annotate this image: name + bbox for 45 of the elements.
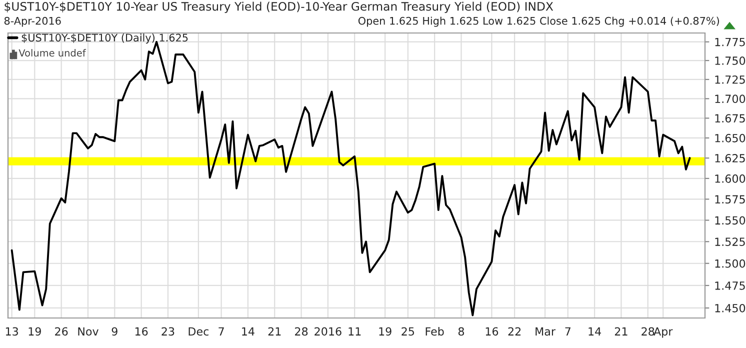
x-tick-label: 16 — [486, 327, 498, 336]
x-tick-label: 9 — [112, 327, 118, 336]
x-tick-label: 19 — [379, 327, 392, 336]
x-tick-label: Mar — [536, 327, 556, 336]
y-tick-label: 1.775 — [715, 38, 745, 46]
chart-title: $UST10Y-$DET10Y 10-Year US Treasury Yield (EOD)-10-Year German Treasury Yield (EOD) INDX — [4, 2, 554, 14]
y-tick-label: 1.750 — [715, 56, 746, 65]
annotation: Volume undef — [18, 49, 86, 57]
x-tick-label: 19 — [28, 327, 41, 336]
y-tick-label: 1.525 — [715, 238, 745, 246]
chart-subtitle: 8-Apr-2016 — [4, 16, 61, 27]
x-tick-label: 13 — [6, 327, 18, 336]
x-tick-label: 22 — [508, 327, 521, 336]
y-tick-label: 1.625 — [715, 154, 745, 162]
x-tick-label: 23 — [162, 327, 174, 336]
text: Open 1.625 High 1.625 Low 1.625 Close 1.625 Chg +0.014 (+0.87%) — [358, 16, 719, 27]
x-tick-label: 21 — [268, 327, 281, 336]
x-tick-label: 2016 — [314, 327, 342, 336]
x-tick-label: Dec — [188, 327, 208, 336]
x-tick-label: 8 — [458, 327, 464, 336]
x-tick-label: Feb — [426, 327, 444, 336]
x-tick-label: Apr — [654, 327, 673, 338]
x-tick-label: 7 — [218, 327, 224, 336]
x-tick-label: 25 — [402, 327, 414, 336]
x-tick-label: 14 — [588, 327, 601, 336]
x-tick-label: 28 — [642, 327, 654, 336]
y-tick-label: 1.725 — [715, 75, 745, 84]
x-tick-label: 14 — [242, 327, 254, 336]
x-tick-label: 16 — [135, 327, 148, 336]
y-tick-label: 1.475 — [715, 282, 745, 290]
x-tick-label: Nov — [78, 327, 98, 336]
x-tick-label: 11 — [348, 327, 361, 336]
y-tick-label: 1.575 — [715, 195, 745, 204]
y-tick-label: 1.550 — [715, 216, 746, 225]
y-tick-label: 1.675 — [715, 114, 745, 123]
x-tick-label: 26 — [55, 327, 68, 336]
legend-label: $UST10Y-$DET10Y (Daily) 1.625 — [22, 34, 188, 44]
x-tick-label: 28 — [295, 327, 308, 336]
x-tick-label: 21 — [614, 327, 628, 336]
y-tick-label: 1.450 — [715, 304, 746, 312]
y-tick-label: 1.500 — [715, 259, 746, 268]
y-tick-label: 1.700 — [715, 94, 746, 104]
y-tick-label: 1.600 — [715, 174, 746, 183]
y-tick-label: 1.650 — [715, 134, 746, 142]
x-tick-label: 7 — [565, 327, 570, 336]
